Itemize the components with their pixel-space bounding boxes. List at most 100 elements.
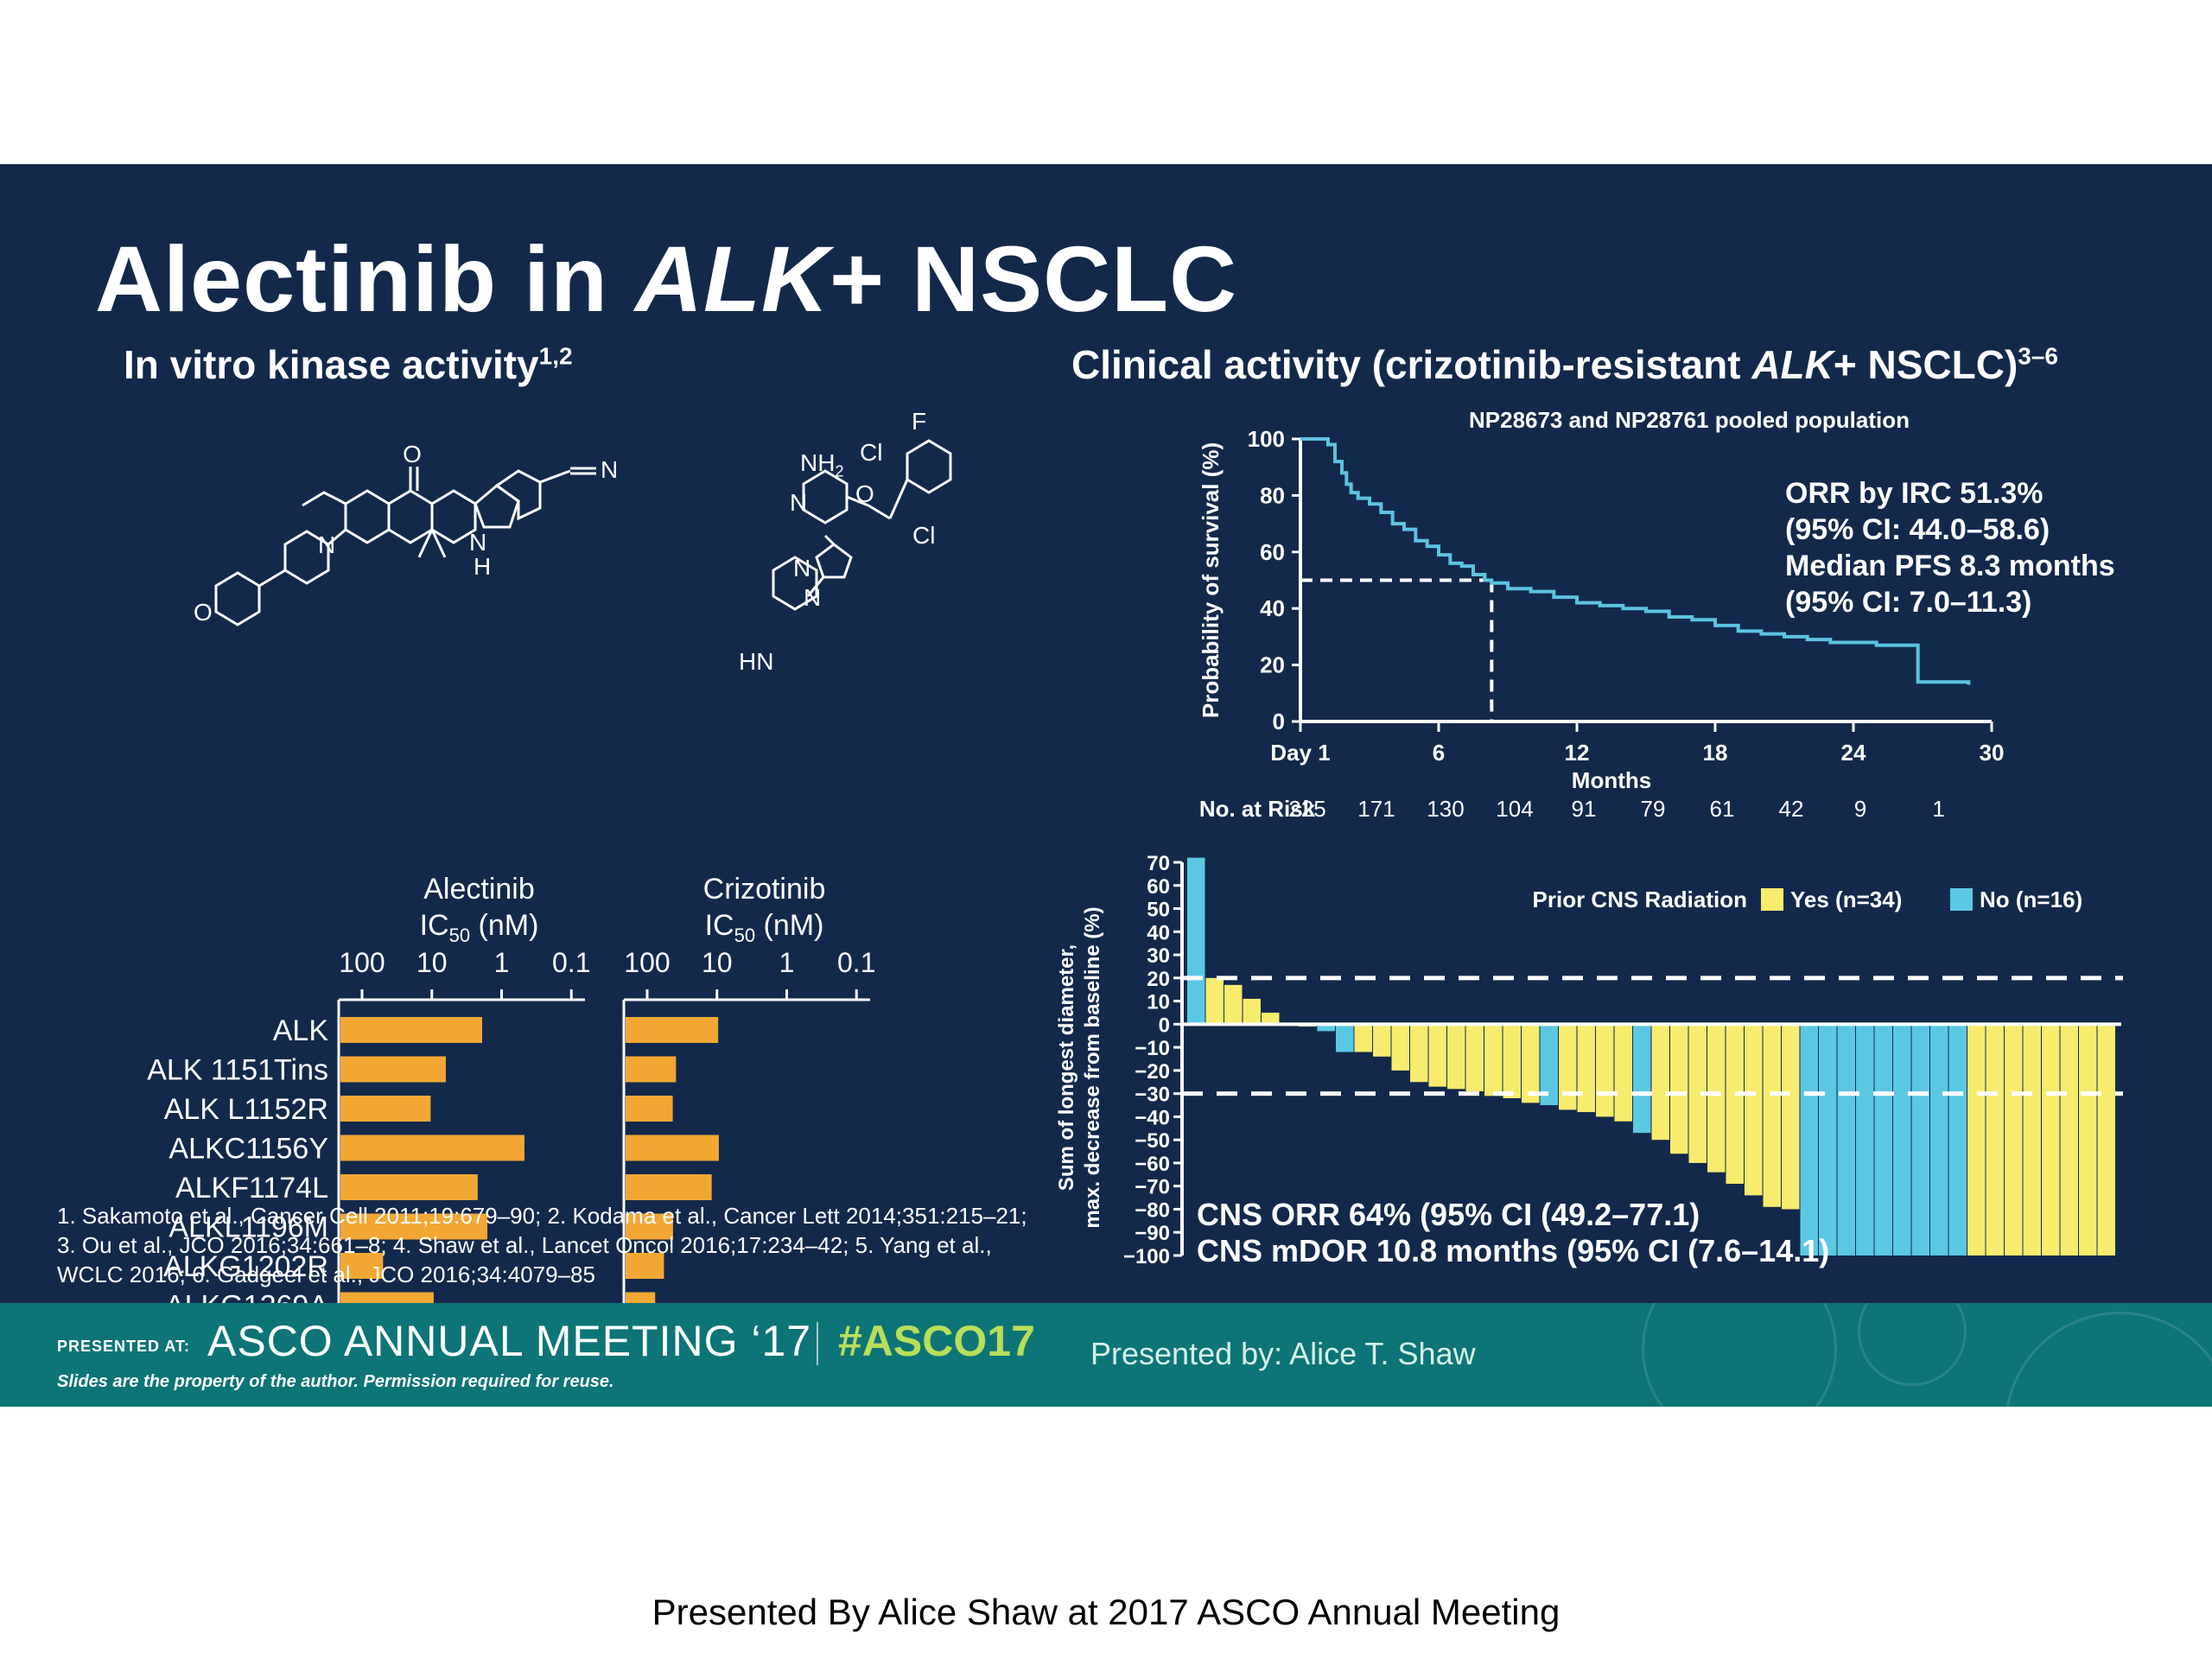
footer-disclaimer: Slides are the property of the author. P… [57,1372,614,1391]
ic50-chart-1-name: Crizotinib [703,873,826,906]
pyrazole-n-label: N [793,555,811,582]
waterfall-bar [1614,1024,1632,1122]
svg-text:F: F [914,575,929,601]
risk-table-value: 130 [1427,796,1464,822]
waterfall-bar [1336,1024,1354,1052]
ic50-category-label: ALKG1202R [163,1250,328,1283]
waterfall-bar [1317,1024,1335,1032]
slide-title: Alectinib in ALK+ NSCLC [95,226,1238,331]
waterfall-y-tick-label: −70 [1135,1176,1170,1199]
waterfall-bar [1410,1024,1428,1083]
waterfall-y-tick-label: 50 [1147,899,1170,922]
risk-table-value: 9 [1854,796,1866,822]
ic50-chart-0-bar [340,1096,431,1122]
waterfall-bar [1373,1024,1391,1057]
waterfall-y-tick-label: −50 [1135,1129,1170,1153]
waterfall-bar [2042,1024,2060,1255]
risk-table-value: 1 [1932,796,1944,822]
km-x-tick-label: 30 [1980,740,2005,766]
ic50-chart-1-bar [626,1017,719,1043]
ic50-chart-1-tick-label: 0.1 [837,947,875,978]
risk-table-value: 91 [1572,796,1597,822]
waterfall-bar [1726,1024,1744,1185]
risk-table-label: No. at Risk [1199,796,1316,822]
svg-text:N: N [318,531,335,558]
ic50-category-label: ALKL1196M [168,1211,328,1244]
waterfall-bar [1930,1024,1948,1255]
waterfall-legend-title: Prior CNS Radiation [1533,887,1747,912]
amino-label: NH2 [800,449,844,480]
waterfall-y-tick-label: −60 [1135,1153,1170,1176]
waterfall-bar [1428,1024,1446,1087]
ic50-chart-1-bar [626,1056,677,1083]
risk-table-value: 79 [1641,796,1666,822]
ic50-chart-0-tick-label: 100 [339,947,385,978]
waterfall-bar [1633,1024,1651,1134]
km-x-tick-label: 18 [1703,740,1728,766]
waterfall-bar [1577,1024,1595,1113]
risk-table-value: 61 [1710,796,1735,822]
waterfall-bar [1856,1024,1874,1255]
waterfall-y-tick-label: 30 [1147,944,1170,968]
chemical-structures: O N N H N O N F F [194,439,952,626]
waterfall-y-tick-label: 10 [1147,991,1170,1014]
ic50-chart-0-bar [340,1174,478,1200]
ic50-chart-0-bar [340,1056,446,1083]
ic50-category-label: ALK 1151Tins [147,1054,328,1087]
km-x-axis-label: Months [1572,767,1651,793]
ic50-chart-0-bar [340,1017,482,1043]
pfs-kaplan-meier-chart: NP28673 and NP28761 pooled population 0 20… [1198,407,2005,822]
cns-waterfall-chart: 706050403020100−10−20−30−40−50−60−70−80−… [1055,852,2123,1268]
footer-divider [817,1322,818,1365]
slide: Alectinib in ALK+ NSCLC In vitro kinase … [0,164,2212,1407]
cns-annotation: CNS ORR 64% (95% CI (49.2–77.1) CNS mDOR… [1197,1197,1830,1268]
waterfall-y-tick-label: 70 [1147,852,1170,875]
waterfall-bar [1782,1024,1800,1210]
ic50-chart-0-unit-label: IC50 (nM) [420,909,539,946]
ic50-chart-1-bar [626,1135,719,1161]
waterfall-bar [1819,1024,1837,1255]
waterfall-bar [1540,1024,1558,1106]
waterfall-bar [1465,1024,1484,1091]
ic50-chart-0-bar [340,1213,488,1240]
chloro-label-1: Cl [860,439,883,466]
waterfall-y-label-2: max. decrease from baseline (%) [1081,906,1104,1228]
ic50-chart-1-bar [626,1213,673,1240]
ic50-chart-0-bar [340,1135,524,1161]
waterfall-y-tick-label: −30 [1135,1084,1170,1107]
waterfall-bar [1986,1024,2004,1255]
pyrazole-n2-label: N [804,584,822,611]
ic50-category-label: ALKF1174L [175,1172,328,1205]
waterfall-bar [1262,1012,1280,1025]
waterfall-y-tick-label: −80 [1135,1198,1170,1222]
waterfall-y-tick-label: 60 [1147,875,1170,899]
ic50-category-label: ALKC1156Y [168,1133,328,1166]
ic50-chart-0-tick-label: 0.1 [552,947,590,978]
ic50-chart-1-tick-label: 1 [779,947,795,978]
waterfall-bar [2060,1024,2078,1255]
hashtag: #ASCO17 [838,1317,1035,1365]
svg-text:N: N [469,529,486,556]
km-y-tick-label: 100 [1248,426,1285,452]
ic50-chart-1-tick-label: 10 [702,947,733,978]
waterfall-y-tick-label: 40 [1147,921,1170,944]
svg-text:H: H [474,553,491,580]
waterfall-bar [1837,1024,1855,1255]
waterfall-y-label-1: Sum of longest diameter, [1055,944,1078,1191]
waterfall-bar [1893,1024,1911,1255]
ic50-chart-1-bar [626,1096,673,1122]
waterfall-bar [2079,1024,2097,1255]
km-survival-curve [1300,437,1971,685]
risk-table-value: 104 [1496,796,1533,822]
waterfall-bar [1447,1024,1465,1090]
ic50-chart-0-tick-label: 10 [416,947,448,978]
km-x-tick-label: 12 [1565,740,1590,766]
waterfall-bar [2097,1024,2115,1255]
waterfall-bar [1967,1024,1986,1255]
km-title: NP28673 and NP28761 pooled population [1469,407,1910,433]
legend-swatch-yes [1761,888,1783,911]
km-y-tick-label: 20 [1260,652,1285,678]
waterfall-bar [1224,984,1243,1025]
risk-table-value: 225 [1288,796,1325,822]
